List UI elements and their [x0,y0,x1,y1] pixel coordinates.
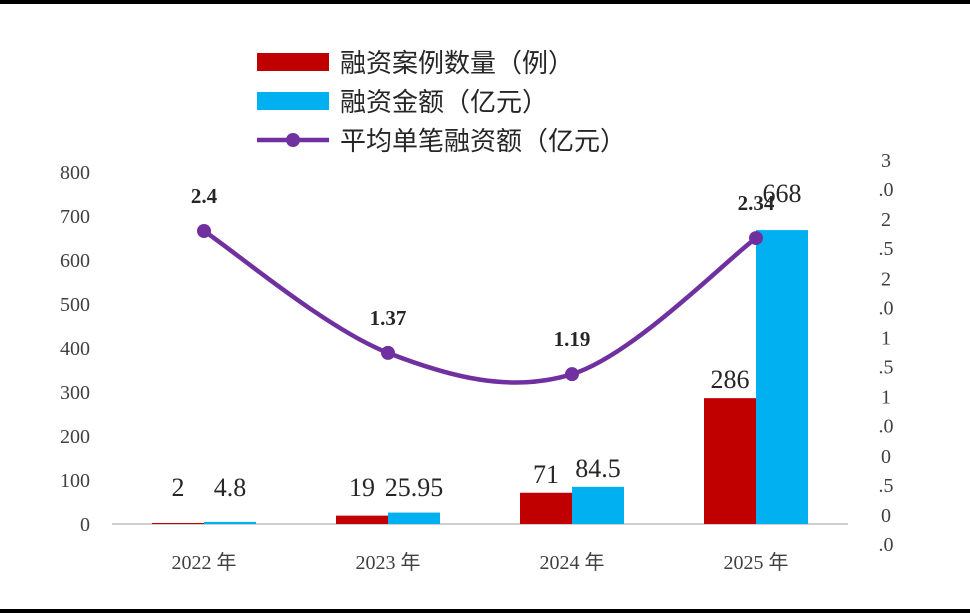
bar [756,230,808,524]
y-right-tick-label: 3.0 [879,150,894,201]
y-right-tick-part: 0 [881,505,891,527]
bar-value-label: 2 [172,473,185,502]
bar-value-label: 19 [349,473,375,502]
y-left-tick-label: 400 [60,338,90,360]
y-left-tick-label: 500 [60,294,90,316]
line-path [202,229,758,385]
line-value-label: 1.37 [370,306,407,330]
x-tick-label: 2024 年 [540,551,605,574]
y-left-tick-label: 300 [60,382,90,404]
bar [204,521,256,524]
bar-value-label: 4.8 [214,473,247,502]
y-right-tick-part: .5 [879,238,894,260]
line-marker [565,367,579,382]
bar [152,523,204,524]
legend-label: 融资案例数量（例） [340,49,574,78]
bar [388,512,440,524]
y-right-tick-part: 2 [881,268,891,290]
y-right-tick-part: 3 [881,150,891,172]
line-marker [197,224,211,238]
y-right-tick-part: .5 [879,357,894,379]
bar-value-label: 668 [763,179,802,208]
bar-value-label: 286 [711,365,750,394]
line-value-label: 1.19 [554,327,591,351]
data-labels: 2 19 71 286 4.8 25.95 84.5 668 2.4 1.37 1.19 2.34 [172,179,802,502]
y-right-tick-label: 0.5 [879,446,894,497]
axes: 01002003004005006007008000.00.51.01.52.0… [60,150,894,574]
y-right-tick-part: 2 [881,209,891,231]
x-tick-label: 2025 年 [724,551,789,574]
line-series [197,224,763,385]
bar [572,486,624,524]
y-left-tick-label: 200 [60,426,90,448]
y-left-tick-label: 0 [80,514,90,536]
y-right-tick-part: 1 [881,328,891,350]
y-right-tick-part: 1 [881,387,891,409]
bar-value-label: 25.95 [385,473,444,502]
y-right-tick-label: 1.5 [879,328,894,379]
bar-value-label: 84.5 [575,454,621,483]
y-right-tick-label: 2.5 [879,209,894,260]
line-value-label: 2.34 [738,191,775,215]
y-right-tick-part: .0 [879,179,894,201]
bar-value-label: 71 [533,460,559,489]
y-left-tick-label: 100 [60,470,90,492]
legend: 融资案例数量（例） 融资金额（亿元） 平均单笔融资额（亿元） [257,49,626,156]
y-right-tick-part: 0 [881,446,891,468]
legend-swatch [257,53,329,71]
legend-label: 平均单笔融资额（亿元） [340,127,626,156]
y-right-tick-part: .0 [879,297,894,319]
y-right-tick-label: 1.0 [879,387,894,438]
y-left-tick-label: 600 [60,250,90,272]
bar [520,492,572,524]
y-right-tick-label: 0.0 [879,505,894,556]
y-right-tick-part: .0 [879,416,894,438]
x-tick-label: 2023 年 [356,551,421,574]
y-right-tick-part: .5 [879,475,894,497]
bar [336,515,388,524]
legend-marker [286,133,300,147]
y-left-tick-label: 700 [60,206,90,228]
legend-label: 融资金额（亿元） [340,88,548,117]
x-tick-label: 2022 年 [172,551,237,574]
line-marker [749,231,763,246]
y-left-tick-label: 800 [60,162,90,184]
bars [152,230,808,524]
line-marker [381,345,395,360]
y-right-tick-part: .0 [879,534,894,556]
legend-swatch [257,92,329,110]
line-value-label: 2.4 [191,184,218,208]
y-right-tick-label: 2.0 [879,268,894,319]
bar [704,398,756,524]
